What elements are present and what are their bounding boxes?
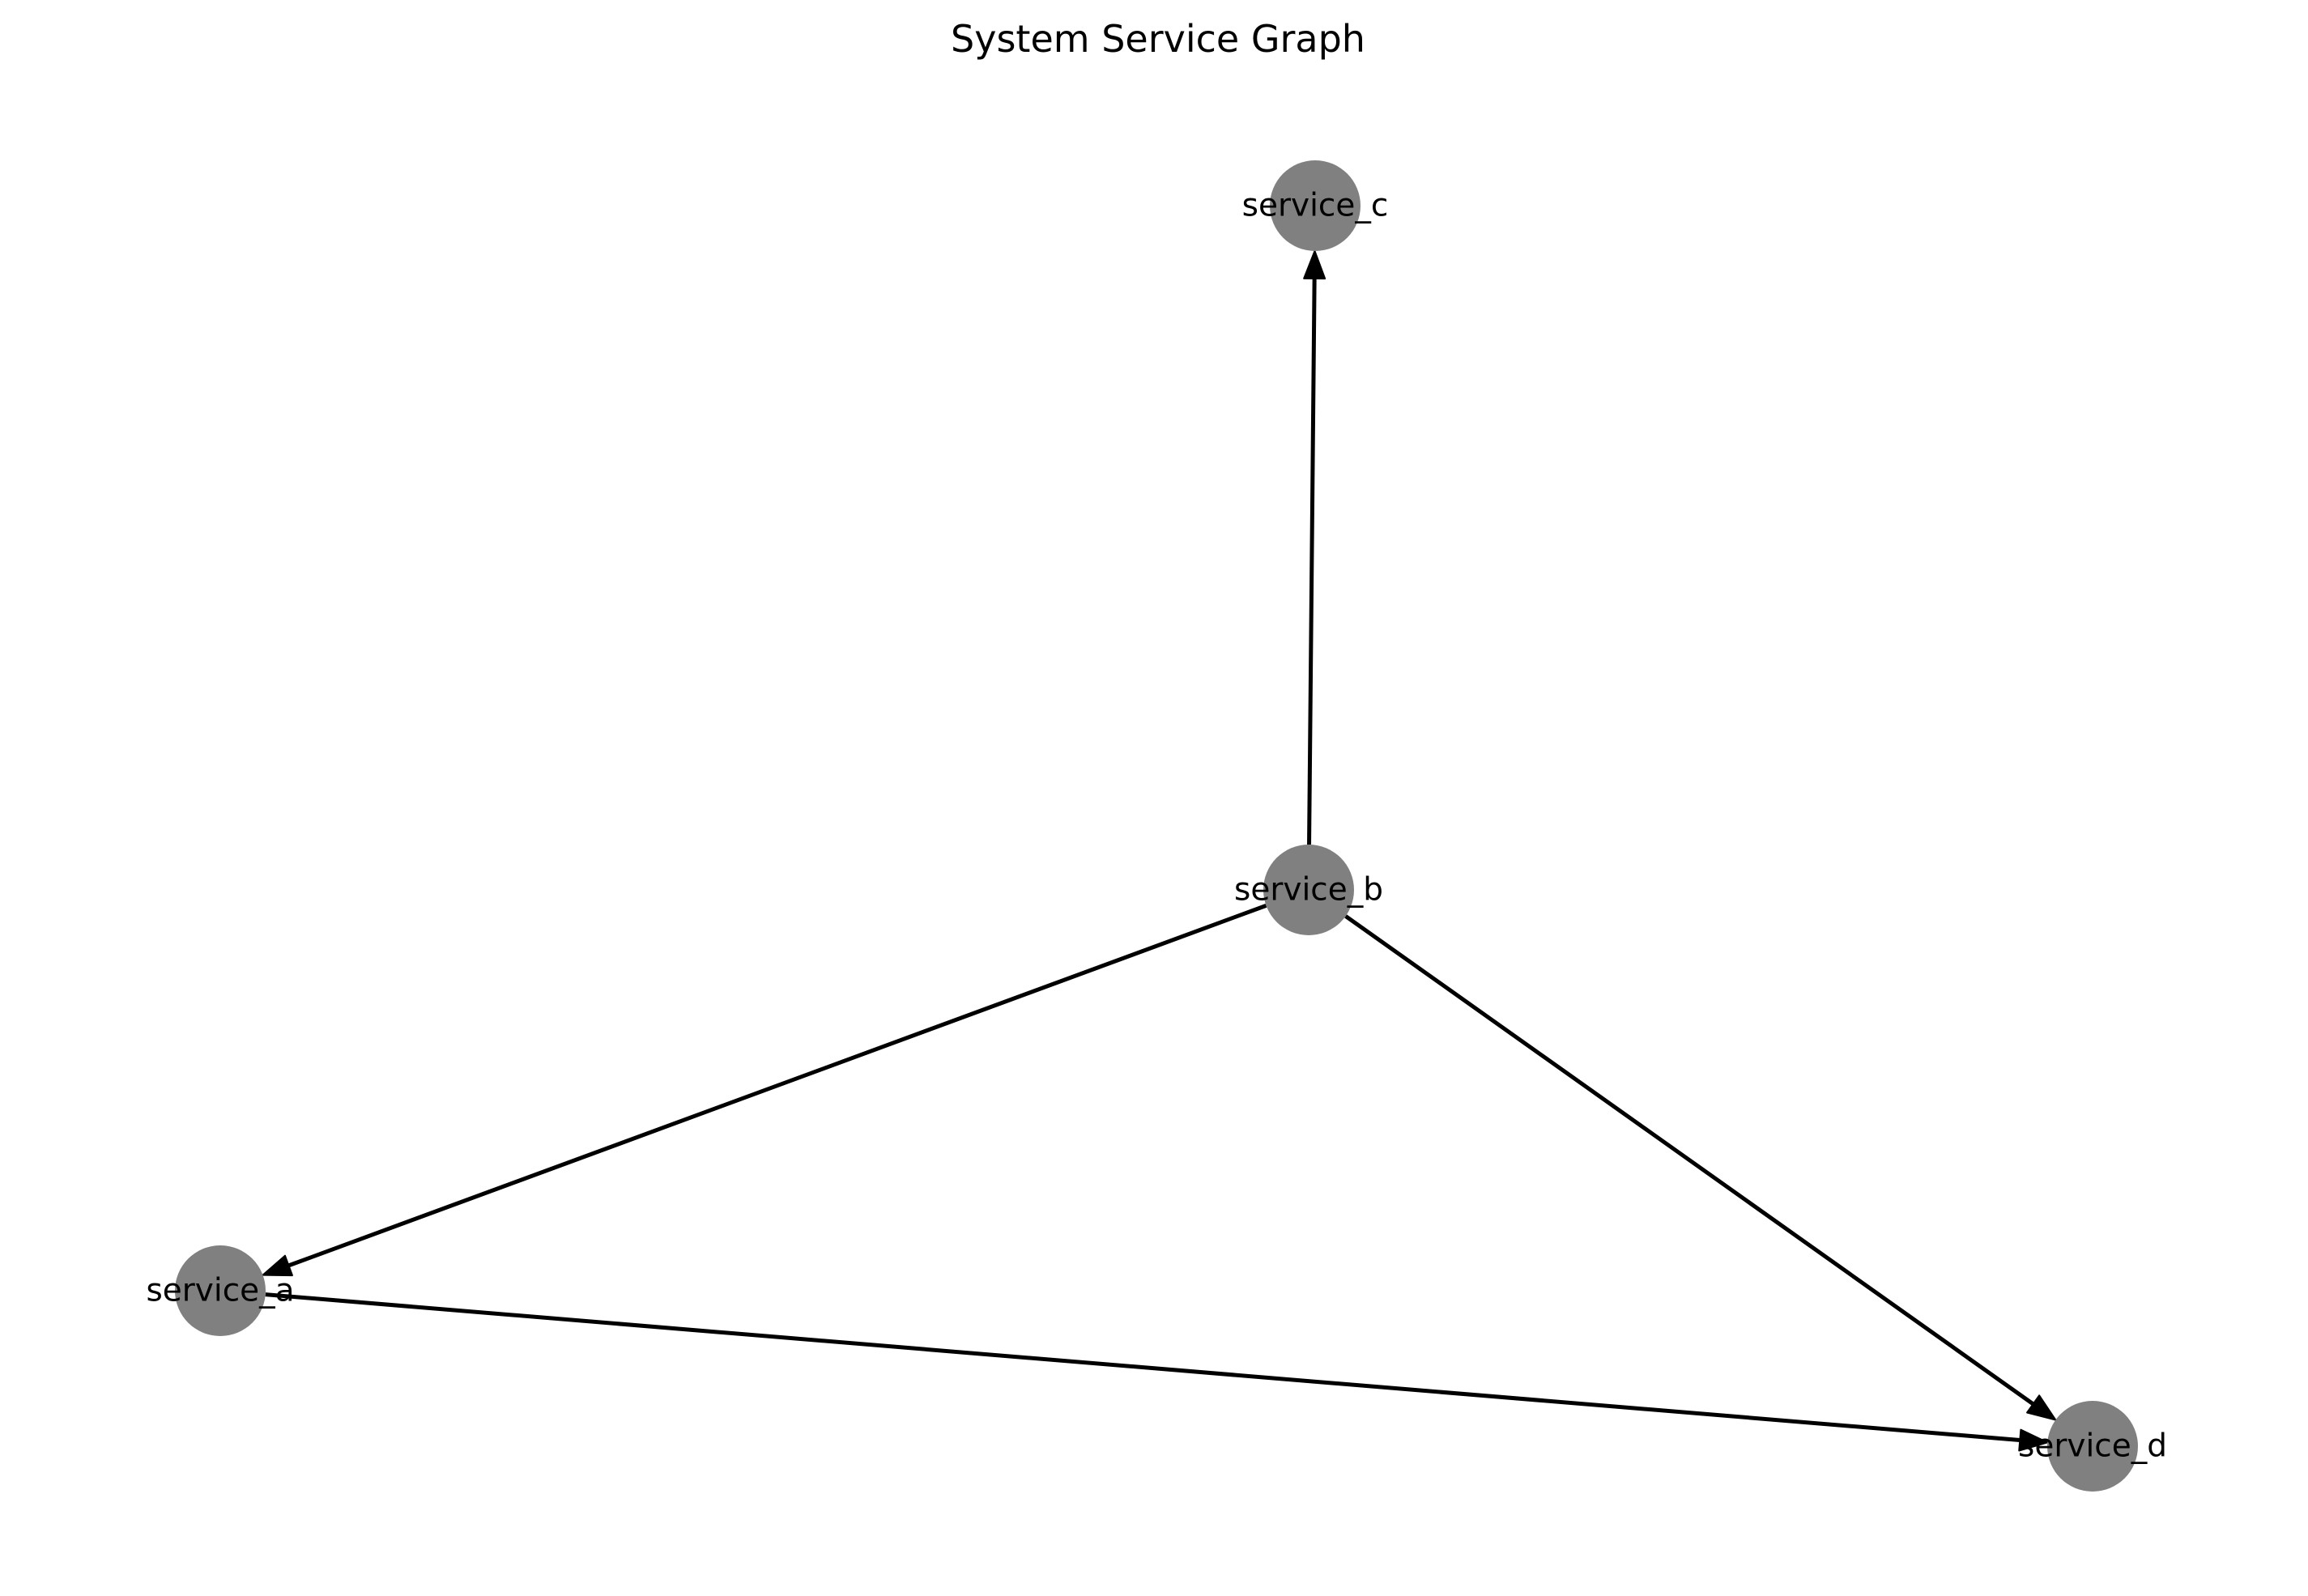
edge-line bbox=[287, 904, 1267, 1268]
edge-service_b-to-service_d bbox=[1344, 914, 2057, 1421]
node-service_b: service_b bbox=[1234, 845, 1383, 935]
node-circle bbox=[175, 1245, 266, 1336]
arrowhead-icon bbox=[262, 1254, 293, 1277]
edge-line bbox=[265, 1292, 2021, 1443]
node-service_a: service_a bbox=[146, 1245, 295, 1336]
nodes-layer: service_a service_b service_c service_d bbox=[146, 160, 2167, 1492]
node-circle bbox=[2047, 1401, 2138, 1492]
edges-layer bbox=[262, 249, 2057, 1452]
edge-line bbox=[1344, 914, 2035, 1406]
graph-title: System Service Graph bbox=[951, 17, 1365, 61]
node-label: service_b bbox=[1234, 872, 1383, 909]
node-label: service_c bbox=[1242, 188, 1389, 224]
arrowhead-icon bbox=[2018, 1428, 2049, 1452]
arrowhead-icon bbox=[1303, 249, 1326, 280]
node-service_d: service_d bbox=[2018, 1401, 2167, 1492]
node-service_c: service_c bbox=[1242, 160, 1389, 251]
edge-service_a-to-service_d bbox=[265, 1292, 2049, 1452]
edge-service_b-to-service_c bbox=[1303, 249, 1326, 845]
node-label: service_a bbox=[146, 1273, 294, 1309]
node-circle bbox=[1270, 160, 1361, 251]
node-circle bbox=[1263, 845, 1354, 935]
edge-line bbox=[1307, 278, 1317, 845]
node-label: service_d bbox=[2018, 1428, 2167, 1465]
arrowhead-icon bbox=[2026, 1394, 2057, 1421]
edge-service_b-to-service_a bbox=[262, 904, 1267, 1277]
